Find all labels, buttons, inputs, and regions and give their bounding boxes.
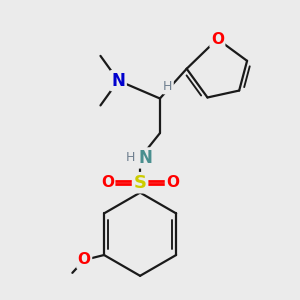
Text: O: O — [78, 253, 91, 268]
Text: H: H — [125, 152, 135, 164]
Text: O: O — [166, 175, 179, 190]
Text: H: H — [163, 80, 172, 93]
Text: O: O — [101, 175, 114, 190]
Text: S: S — [134, 174, 147, 192]
Text: N: N — [138, 149, 152, 167]
Text: N: N — [111, 72, 125, 90]
Text: O: O — [211, 32, 224, 46]
